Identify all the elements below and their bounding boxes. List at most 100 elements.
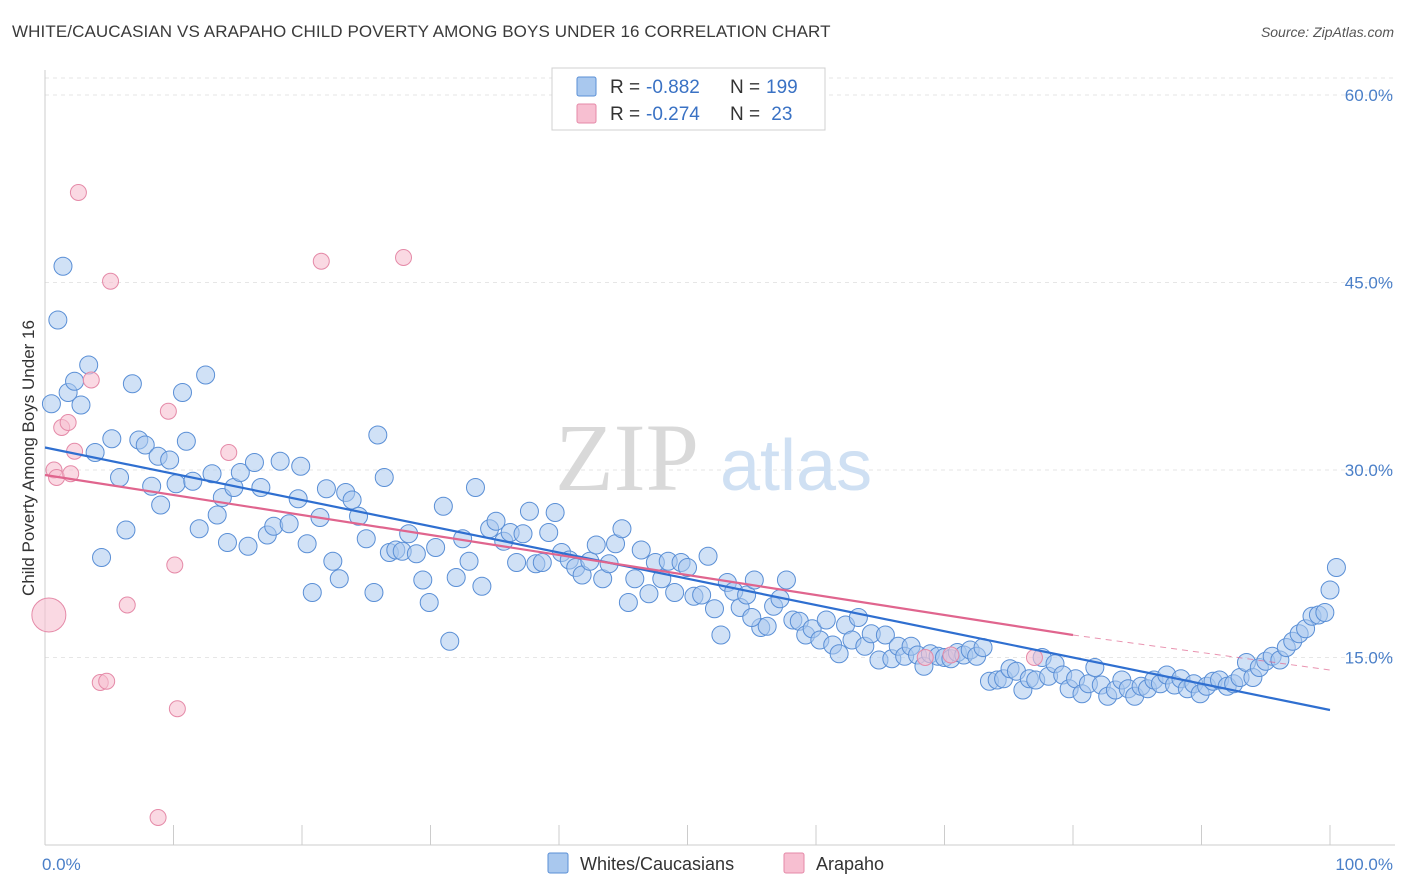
whites-point-14 xyxy=(135,435,155,455)
axes xyxy=(44,70,1395,846)
whites-point-89 xyxy=(618,593,638,612)
whites-point-8 xyxy=(92,548,112,567)
legend-n-value-1: 199 xyxy=(766,77,798,98)
whites-point-47 xyxy=(342,490,362,510)
whites-point-36 xyxy=(270,451,290,471)
whites-point-74 xyxy=(519,501,539,521)
whites-point-66 xyxy=(465,478,485,497)
arapaho-point-11 xyxy=(98,672,116,690)
whites-point-24 xyxy=(196,365,216,385)
whites-point-43 xyxy=(316,479,336,499)
bottom-legend-label-arapaho: Arapaho xyxy=(816,854,884,874)
y-tick-label-2: 45.0% xyxy=(1345,274,1393,293)
watermark-zip: ZIP xyxy=(555,404,699,511)
whites-point-44 xyxy=(323,551,343,571)
bottom-legend-label-whites: Whites/Caucasians xyxy=(580,854,734,874)
bottom-legend: Whites/Caucasians Arapaho xyxy=(547,852,884,874)
whites-point-88 xyxy=(612,519,632,539)
y-tick-label-1: 30.0% xyxy=(1345,461,1393,480)
whites-point-18 xyxy=(160,450,180,470)
whites-point-67 xyxy=(472,576,492,596)
legend-n-value-2: 23 xyxy=(766,104,792,125)
whites-point-198 xyxy=(742,608,762,627)
arapaho-point-8 xyxy=(102,272,120,290)
arapaho-point-13 xyxy=(159,402,177,420)
arapaho-point-6 xyxy=(66,442,84,460)
whites-point-91 xyxy=(631,540,651,560)
whites-point-100 xyxy=(692,585,712,605)
whites-point-60 xyxy=(426,538,446,557)
whites-point-128 xyxy=(875,625,895,645)
whites-point-62 xyxy=(440,631,460,651)
whites-point-59 xyxy=(419,593,439,612)
y-tick-label-3: 60.0% xyxy=(1345,86,1393,105)
arapaho-point-21 xyxy=(942,646,960,664)
whites-point-197 xyxy=(1326,558,1346,577)
bottom-legend-swatch-blue xyxy=(547,852,569,874)
whites-point-2 xyxy=(53,256,73,276)
whites-point-26 xyxy=(207,505,227,525)
x-tick-labels: 0.0% 100.0% xyxy=(42,855,1393,874)
legend-r-label-1: R = xyxy=(610,77,640,98)
whites-point-19 xyxy=(166,474,186,494)
whites-point-113 xyxy=(776,570,796,590)
whites-point-6 xyxy=(79,355,99,375)
grid-lines xyxy=(45,77,1395,658)
whites-point-52 xyxy=(374,468,394,487)
whites-point-103 xyxy=(711,625,731,645)
whites-point-32 xyxy=(244,453,264,472)
arapaho-point-16 xyxy=(220,444,238,461)
arapaho-point-9 xyxy=(82,371,100,389)
whites-point-90 xyxy=(625,569,645,589)
whites-point-78 xyxy=(545,503,565,522)
whites-point-57 xyxy=(406,544,426,564)
whites-point-56 xyxy=(399,524,419,544)
whites-point-76 xyxy=(532,553,552,572)
whites-point-101 xyxy=(698,546,718,566)
whites-point-119 xyxy=(816,610,836,630)
whites-point-102 xyxy=(704,599,724,619)
whites-trend-line xyxy=(44,446,1331,712)
arapaho-point-18 xyxy=(395,249,413,266)
watermark-atlas: atlas xyxy=(720,426,872,506)
whites-point-124 xyxy=(848,608,868,627)
legend-swatch-blue xyxy=(576,76,597,97)
whites-point-30 xyxy=(230,463,250,482)
whites-point-9 xyxy=(102,429,122,449)
whites-point-63 xyxy=(446,568,466,587)
whites-point-49 xyxy=(356,529,376,549)
x-tick-label-0: 0.0% xyxy=(42,855,81,874)
series-arapaho-points xyxy=(31,184,1043,826)
whites-point-39 xyxy=(291,456,311,476)
whites-point-4 xyxy=(65,371,85,391)
whites-point-84 xyxy=(586,535,606,555)
whites-point-61 xyxy=(433,496,453,516)
whites-point-65 xyxy=(459,551,479,571)
arapaho-point-14 xyxy=(166,556,184,574)
whites-point-69 xyxy=(486,511,506,531)
legend-r-value-1: -0.882 xyxy=(646,77,700,98)
whites-point-0 xyxy=(41,394,61,414)
whites-point-12 xyxy=(122,374,142,394)
legend-r-value-2: -0.274 xyxy=(646,104,700,125)
legend-r-label-2: R = xyxy=(610,104,640,125)
arapaho-point-4 xyxy=(59,414,77,431)
arapaho-trend-line xyxy=(44,473,1074,637)
source-label: Source: ZipAtlas.com xyxy=(1260,24,1394,40)
chart-title: WHITE/CAUCASIAN VS ARAPAHO CHILD POVERTY… xyxy=(12,22,831,41)
whites-point-21 xyxy=(176,431,196,451)
whites-point-196 xyxy=(1320,580,1340,600)
whites-point-96 xyxy=(665,583,685,602)
legend-swatch-pink xyxy=(576,103,597,124)
arapaho-point-15 xyxy=(168,700,186,718)
legend-frame xyxy=(551,67,826,131)
legend-n-label-1: N = xyxy=(730,77,760,98)
whites-point-195 xyxy=(1315,603,1335,622)
arapaho-point-22 xyxy=(1025,649,1043,666)
whites-point-58 xyxy=(413,570,433,590)
y-axis-label: Child Poverty Among Boys Under 16 xyxy=(19,320,38,596)
whites-point-98 xyxy=(678,558,697,577)
x-tick-label-1: 100.0% xyxy=(1335,855,1393,874)
arapaho-point-17 xyxy=(312,252,330,270)
